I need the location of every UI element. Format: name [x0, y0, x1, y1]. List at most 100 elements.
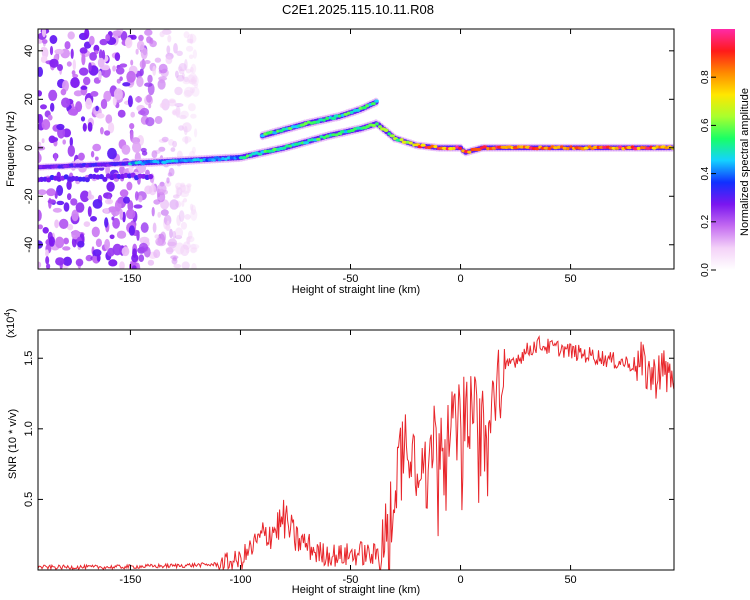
spectrogram-heatmap	[38, 29, 674, 269]
noise-blob	[92, 199, 103, 209]
trace-core	[272, 131, 278, 135]
noise-blob	[134, 191, 139, 201]
colorbar-tick-label: 0.2	[700, 214, 711, 228]
noise-blob	[178, 210, 185, 223]
trace-core	[553, 146, 558, 150]
x-tick-label: -150	[119, 574, 141, 586]
noise-blob	[167, 238, 178, 249]
trace-core	[322, 118, 326, 122]
noise-blob	[164, 180, 172, 187]
noise-blob	[132, 141, 142, 153]
trace-core	[330, 116, 337, 120]
noise-blob	[141, 150, 148, 156]
noise-blob	[180, 110, 189, 119]
noise-blob	[140, 222, 149, 233]
noise-blob	[121, 246, 130, 257]
noise-blob	[80, 85, 88, 90]
noise-blob	[67, 145, 76, 157]
noise-blob	[107, 147, 117, 160]
noise-blob	[154, 234, 160, 239]
trace-core	[566, 146, 570, 151]
noise-blob	[90, 150, 95, 158]
y-tick-label: -40	[23, 237, 35, 253]
noise-blob	[67, 108, 78, 116]
y-tick-label: 1.5	[23, 351, 35, 366]
noise-blob	[93, 44, 100, 53]
noise-blob	[130, 59, 134, 66]
noise-blob	[189, 243, 197, 254]
trace-core	[371, 102, 376, 106]
noise-blob	[54, 152, 58, 162]
noise-blob	[159, 31, 165, 38]
noise-blob	[147, 74, 153, 84]
noise-blob	[189, 203, 194, 211]
noise-blob	[152, 65, 157, 76]
trace-core	[333, 114, 340, 118]
noise-blob	[41, 29, 47, 38]
noise-blob	[99, 38, 108, 46]
noise-blob	[119, 165, 125, 175]
noise-blob	[112, 243, 123, 256]
noise-blob	[184, 125, 188, 136]
noise-blob	[175, 70, 179, 79]
noise-blob	[157, 211, 161, 218]
x-tick-label: 50	[564, 574, 576, 586]
noise-blob	[174, 242, 185, 255]
noise-blob	[78, 67, 89, 76]
trace-core	[378, 125, 382, 129]
noise-blob	[172, 230, 177, 239]
trace-core	[282, 146, 287, 150]
y-tick-label: 20	[23, 93, 35, 105]
trace-core	[562, 146, 567, 150]
trace-core	[475, 147, 482, 152]
noise-blob	[54, 48, 64, 55]
noise-blob	[104, 238, 110, 251]
noise-blob	[131, 265, 137, 269]
noise-blob	[90, 216, 97, 222]
noise-blob	[175, 185, 179, 198]
noise-blob	[127, 95, 133, 108]
noise-blob	[188, 230, 193, 240]
noise-blob	[49, 35, 58, 44]
noise-blob	[155, 238, 163, 246]
svg-text:(x104): (x104)	[3, 308, 17, 338]
noise-blob	[112, 217, 120, 229]
snr-x-ticks: -150 -100 -50 0 50	[119, 330, 577, 586]
noise-blob	[63, 256, 72, 266]
noise-blob	[70, 48, 74, 59]
trace-core	[224, 157, 228, 161]
noise-blob	[194, 83, 199, 89]
noise-blob	[114, 52, 121, 61]
spectrogram-panel: -150 -100 -50 0 50 -40 -20 0 20 40 Height of str…	[5, 28, 675, 296]
noise-blob	[167, 35, 172, 43]
noise-blob	[172, 194, 180, 199]
noise-blob	[38, 66, 43, 77]
noise-blob	[166, 45, 171, 54]
noise-blob	[95, 238, 102, 248]
trace-core	[113, 163, 117, 167]
noise-blobs	[38, 29, 200, 269]
noise-blob	[97, 57, 105, 68]
noise-blob	[41, 119, 51, 130]
noise-blob	[63, 237, 69, 245]
noise-blob	[182, 136, 192, 143]
noise-blob	[93, 167, 99, 173]
noise-blob	[145, 169, 150, 177]
noise-blob	[38, 209, 42, 222]
noise-blob	[115, 67, 125, 75]
noise-blob	[62, 80, 69, 92]
noise-blob	[38, 224, 43, 230]
trace-core	[199, 158, 204, 162]
noise-blob	[84, 29, 90, 39]
noise-blob	[122, 211, 126, 223]
noise-blob	[108, 122, 115, 134]
noise-blob	[188, 79, 197, 85]
snr-exponent-label: (x104)	[3, 308, 17, 338]
trace-core	[371, 123, 376, 128]
noise-blob	[186, 74, 195, 83]
trace-core	[173, 159, 180, 163]
noise-blob	[153, 249, 161, 259]
noise-blob	[117, 109, 126, 118]
noise-blob	[66, 61, 72, 67]
